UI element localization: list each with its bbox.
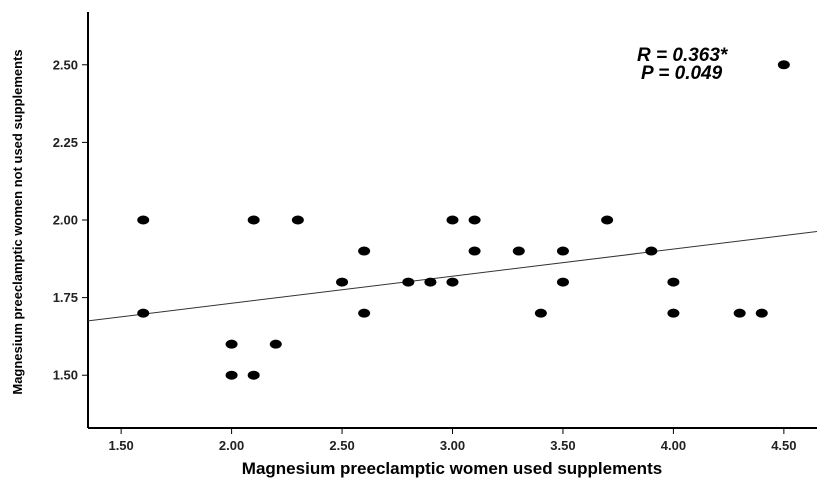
data-point [247,215,260,225]
x-tick-label: 4.00 [661,438,686,453]
data-point [424,277,437,287]
x-tick-label: 3.50 [550,438,575,453]
data-point [667,308,680,318]
data-point [468,246,481,256]
data-point [512,246,525,256]
data-point [269,339,282,349]
data-point [446,277,459,287]
x-axis-ticks: 1.50 2.00 2.50 3.00 3.50 4.00 4.50 [108,428,797,453]
data-point [358,246,371,256]
p-annotation: P = 0.049 [641,63,723,84]
x-tick-label: 3.00 [440,438,465,453]
x-tick-label: 2.50 [329,438,354,453]
data-point [225,339,238,349]
data-point [402,277,415,287]
data-point [534,308,547,318]
data-point [358,308,371,318]
data-point [225,370,238,380]
x-tick-label: 1.50 [108,438,133,453]
y-tick-label: 1.75 [53,290,78,305]
data-point [446,215,459,225]
data-point [556,277,569,287]
x-axis-title: Magnesium preeclamptic women used supple… [242,459,662,478]
y-tick-label: 2.50 [53,57,78,72]
y-tick-label: 1.50 [53,368,78,383]
y-axis-ticks: 1.50 1.75 2.00 2.25 2.50 [53,57,88,383]
r-annotation: R = 0.363* [637,45,729,66]
data-point [645,246,658,256]
y-axis-title: Magnesium preeclamptic women not used su… [10,49,25,394]
data-point [777,60,790,70]
data-point [468,215,481,225]
y-tick-label: 2.25 [53,135,78,150]
x-tick-label: 2.00 [219,438,244,453]
data-point [667,277,680,287]
data-point [755,308,768,318]
x-tick-label: 4.50 [771,438,796,453]
data-points [137,60,790,380]
y-tick-label: 2.00 [53,213,78,228]
data-point [137,215,150,225]
data-point [291,215,304,225]
data-point [247,370,260,380]
regression-fit-line [87,230,817,322]
data-point [733,308,746,318]
data-point [137,308,150,318]
data-point [601,215,614,225]
data-point [336,277,349,287]
data-point [556,246,569,256]
